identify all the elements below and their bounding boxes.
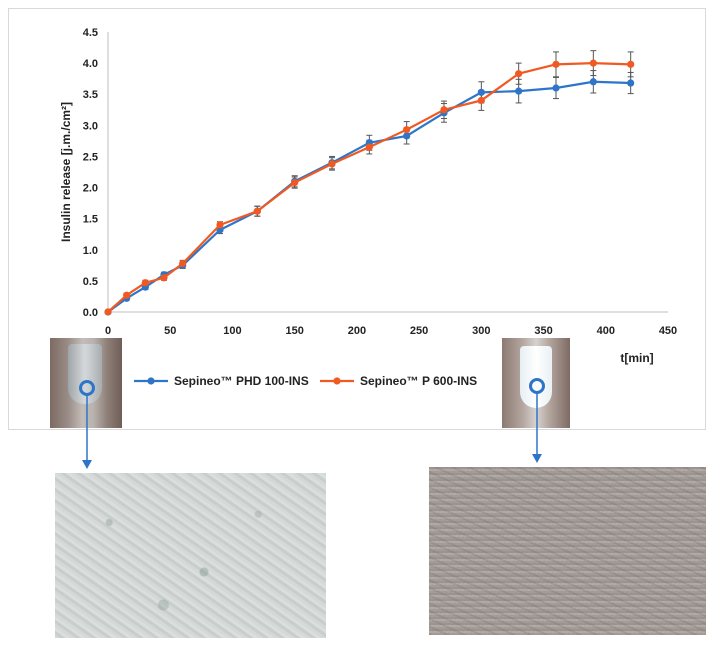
x-tick-label: 450: [659, 325, 677, 337]
series-2-point: [291, 178, 299, 187]
chart-frame: [8, 8, 706, 430]
x-tick-label: 200: [348, 325, 366, 337]
microscopy-image-left: [55, 473, 326, 638]
y-tick-label: 2.5: [83, 151, 98, 163]
series-2-point: [123, 291, 131, 299]
x-tick-label: 150: [285, 325, 303, 337]
vial-tube-right: [520, 346, 552, 408]
arrow-head-left: [82, 460, 92, 469]
series-2-point: [141, 279, 149, 287]
vial-highlight-left: [79, 380, 95, 396]
series-2-point: [589, 59, 597, 67]
y-tick-label: 0.0: [83, 307, 98, 319]
y-tick-label: 4.5: [83, 27, 98, 39]
series-2-point: [104, 308, 112, 316]
series-2-point: [179, 259, 187, 268]
legend-label-1: Sepineo™ PHD 100-INS: [174, 374, 309, 388]
y-tick-label: 3.0: [83, 120, 98, 132]
series-1-point: [589, 78, 597, 86]
series-2-point: [515, 70, 523, 78]
x-tick-label: 50: [164, 325, 176, 337]
series-line-2: [107, 62, 631, 313]
x-tick-label: 100: [223, 325, 241, 337]
series-2-point: [365, 143, 373, 151]
x-axis-title: t[min]: [620, 351, 653, 365]
series-1-point: [552, 84, 560, 92]
series-2-point: [440, 106, 448, 114]
series-2-point: [477, 96, 485, 105]
series-2-point: [403, 126, 411, 134]
legend-marker-2: [333, 377, 341, 385]
series-line-1: [107, 80, 631, 313]
series-2-point: [160, 274, 168, 282]
y-tick-label: 1.0: [83, 245, 98, 257]
y-axis-title: Insulin release [j.m./cm²]: [59, 102, 73, 242]
series-1-point: [627, 79, 635, 87]
y-tick-label: 0.5: [83, 276, 98, 288]
y-tick-label: 3.5: [83, 89, 98, 101]
x-tick-label: 0: [105, 325, 111, 337]
y-tick-label: 4.0: [83, 58, 98, 70]
series-2-point: [216, 221, 224, 229]
arrow-head-right: [532, 454, 542, 463]
x-tick-label: 300: [472, 325, 490, 337]
x-tick-label: 400: [597, 325, 615, 337]
y-tick-label: 2.0: [83, 183, 98, 195]
legend-label-2: Sepineo™ P 600-INS: [360, 374, 477, 388]
x-tick-label: 350: [534, 325, 552, 337]
y-tick-label: 1.5: [83, 214, 98, 226]
series-1-point: [515, 87, 523, 95]
vial-highlight-right: [529, 378, 545, 394]
series-1-point: [403, 132, 411, 140]
vial-photo-right: [502, 338, 570, 428]
series-2-point: [552, 60, 560, 68]
series-2-point: [627, 60, 635, 68]
series-2-point: [253, 207, 261, 215]
legend-marker-1: [147, 377, 155, 385]
microscopy-image-right: [429, 467, 706, 635]
series-2-point: [328, 160, 336, 168]
x-tick-label: 250: [410, 325, 428, 337]
series-1-point: [477, 88, 485, 96]
